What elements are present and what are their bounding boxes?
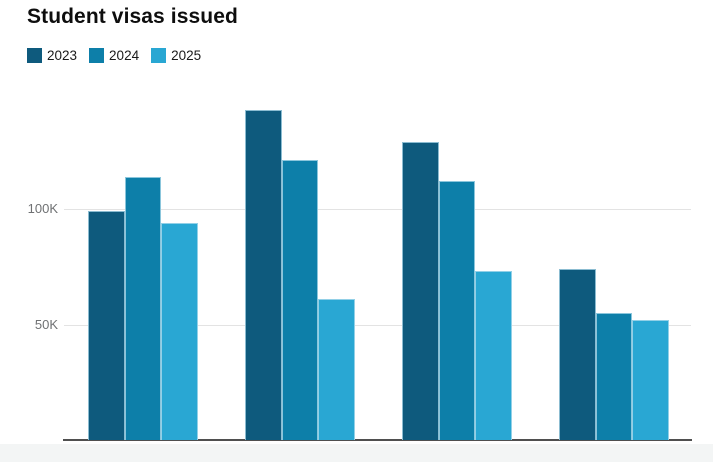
gridline-100k bbox=[64, 209, 691, 210]
bar-2024-group1 bbox=[125, 177, 161, 440]
legend-label: 2024 bbox=[109, 48, 140, 63]
legend-swatch-2025 bbox=[151, 48, 167, 63]
chart-title: Student visas issued bbox=[27, 5, 238, 28]
legend-swatch-2024 bbox=[89, 48, 105, 63]
y-tick-label-50k: 50K bbox=[34, 317, 58, 332]
gridline-50k bbox=[64, 325, 691, 326]
bar-2025-group2 bbox=[318, 299, 355, 440]
bar-2024-group4 bbox=[596, 313, 632, 440]
legend-label: 2023 bbox=[47, 48, 78, 63]
bar-2023-group4 bbox=[559, 269, 596, 440]
legend-item-2024: 2024 bbox=[89, 48, 139, 63]
bar-2025-group1 bbox=[161, 223, 198, 440]
legend-label: 2025 bbox=[171, 48, 202, 63]
page-bottom-band bbox=[0, 444, 713, 462]
legend-item-2025: 2025 bbox=[151, 48, 201, 63]
bar-2024-group2 bbox=[282, 160, 318, 440]
legend-item-2023: 2023 bbox=[27, 48, 77, 63]
bar-2024-group3 bbox=[439, 181, 475, 440]
bar-2025-group3 bbox=[475, 271, 512, 440]
x-axis-line bbox=[63, 439, 692, 441]
y-tick-label-100k: 100K bbox=[27, 201, 58, 216]
bar-2023-group3 bbox=[402, 142, 439, 440]
bar-2025-group4 bbox=[632, 320, 669, 440]
legend-swatch-2023 bbox=[27, 48, 42, 63]
bar-2023-group1 bbox=[88, 211, 125, 440]
bar-2023-group2 bbox=[245, 110, 282, 440]
legend: 2023 2024 2025 bbox=[27, 48, 201, 63]
